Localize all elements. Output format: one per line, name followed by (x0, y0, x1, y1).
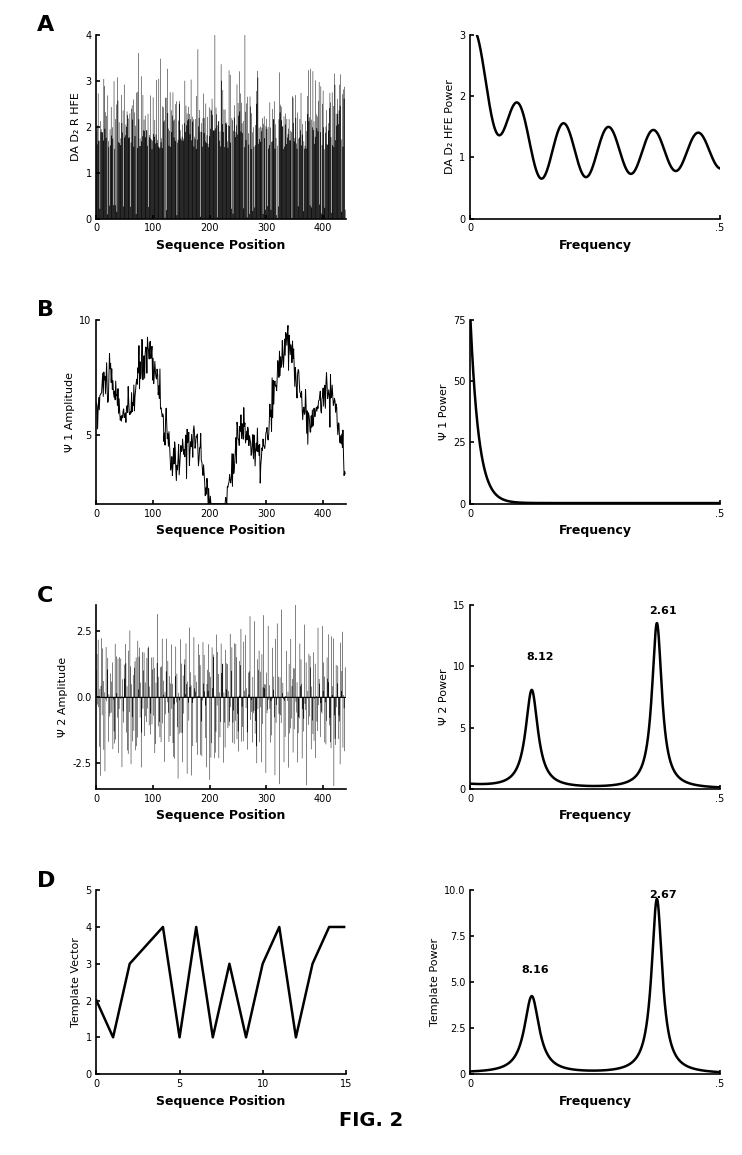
Text: 2.61: 2.61 (649, 605, 677, 616)
Y-axis label: DA D₂ HFE Power: DA D₂ HFE Power (445, 80, 455, 174)
Text: C: C (37, 586, 53, 605)
X-axis label: Sequence Position: Sequence Position (157, 810, 286, 822)
Text: B: B (37, 300, 54, 320)
Text: 2.67: 2.67 (649, 889, 677, 900)
Text: A: A (37, 15, 54, 35)
Text: 8.16: 8.16 (522, 964, 549, 975)
Y-axis label: Template Vector: Template Vector (71, 937, 81, 1027)
Text: FIG. 2: FIG. 2 (339, 1111, 403, 1130)
Text: 8.12: 8.12 (527, 653, 554, 662)
X-axis label: Frequency: Frequency (559, 1095, 631, 1108)
Y-axis label: Ψ 1 Amplitude: Ψ 1 Amplitude (65, 372, 75, 452)
X-axis label: Frequency: Frequency (559, 810, 631, 822)
Y-axis label: Template Power: Template Power (430, 938, 440, 1027)
X-axis label: Sequence Position: Sequence Position (157, 1095, 286, 1108)
Text: D: D (37, 871, 56, 891)
Y-axis label: Ψ 1 Power: Ψ 1 Power (439, 383, 449, 440)
X-axis label: Sequence Position: Sequence Position (157, 239, 286, 252)
X-axis label: Frequency: Frequency (559, 239, 631, 252)
Y-axis label: Ψ 2 Power: Ψ 2 Power (439, 669, 449, 725)
X-axis label: Sequence Position: Sequence Position (157, 524, 286, 537)
Y-axis label: DA D₂ R HFE: DA D₂ R HFE (71, 92, 81, 161)
Y-axis label: Ψ 2 Amplitude: Ψ 2 Amplitude (59, 657, 68, 737)
X-axis label: Frequency: Frequency (559, 524, 631, 537)
